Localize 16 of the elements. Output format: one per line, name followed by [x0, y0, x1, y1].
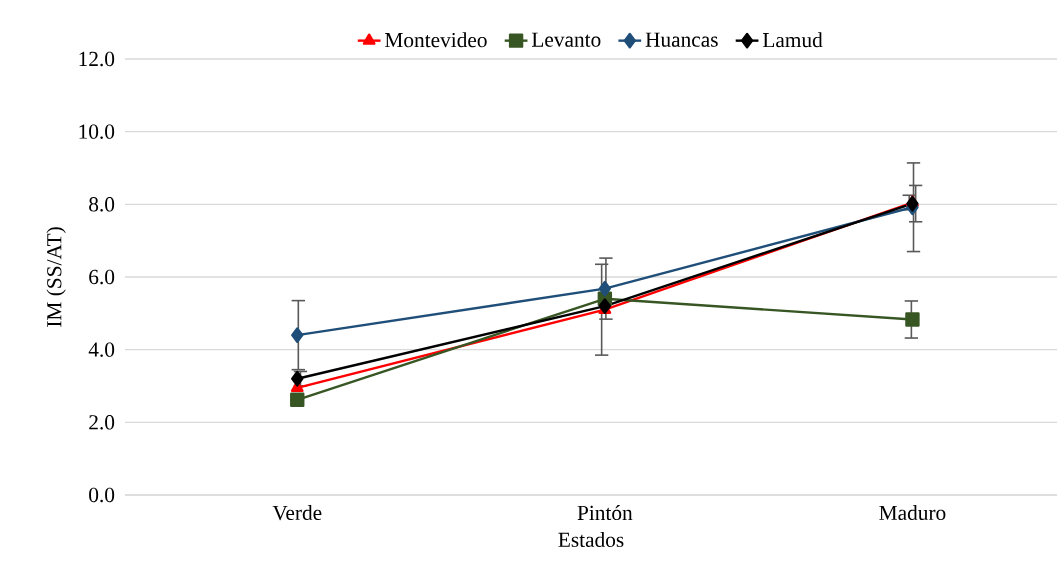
y-tick-label: 4.0: [88, 342, 115, 357]
y-tick-label: 10.0: [79, 124, 115, 139]
y-tick-label: 8.0: [89, 197, 115, 212]
y-tick-label: 12.0: [79, 51, 115, 67]
y-tick-label: 6.0: [89, 269, 115, 285]
legend-label: Montevideo: [385, 32, 487, 48]
x-tick-label: Verde: [272, 505, 322, 521]
y-tick-label: 0.0: [89, 487, 115, 503]
x-tick-label: Pintón: [577, 505, 633, 521]
legend-label: Levanto: [531, 32, 601, 47]
legend-label: Huancas: [645, 32, 718, 47]
legend-label: Lamud: [762, 32, 823, 48]
y-axis-title: IM (SS/AT): [46, 227, 66, 327]
y-tick-label: 2.0: [89, 415, 115, 430]
x-tick-label: Maduro: [879, 505, 946, 521]
x-axis-title: Estados: [558, 531, 624, 547]
